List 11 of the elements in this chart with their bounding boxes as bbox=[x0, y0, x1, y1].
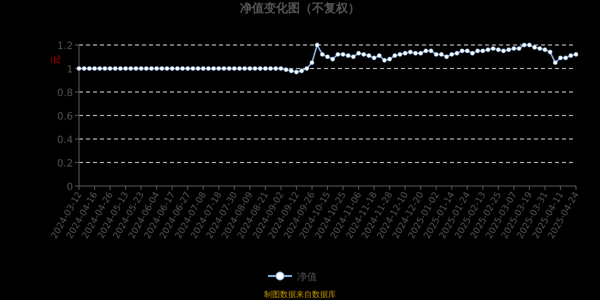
y-axis-title: 元 bbox=[51, 55, 62, 65]
y-tick-label: 0.6 bbox=[57, 112, 73, 122]
chart-title: 净值变化图（不复权） bbox=[240, 1, 360, 15]
text: 制图数据来自数据库 bbox=[264, 290, 336, 299]
y-tick-label: 0.2 bbox=[57, 158, 73, 170]
y-tick-label: 0.4 bbox=[57, 135, 73, 146]
legend-label: 净值 bbox=[297, 271, 317, 283]
y-tick-label: 1 bbox=[66, 64, 73, 76]
y-tick-label: 0.8 bbox=[57, 88, 73, 99]
y-tick-label: 1.2 bbox=[57, 41, 73, 52]
y-tick-label: 0 bbox=[66, 182, 73, 193]
